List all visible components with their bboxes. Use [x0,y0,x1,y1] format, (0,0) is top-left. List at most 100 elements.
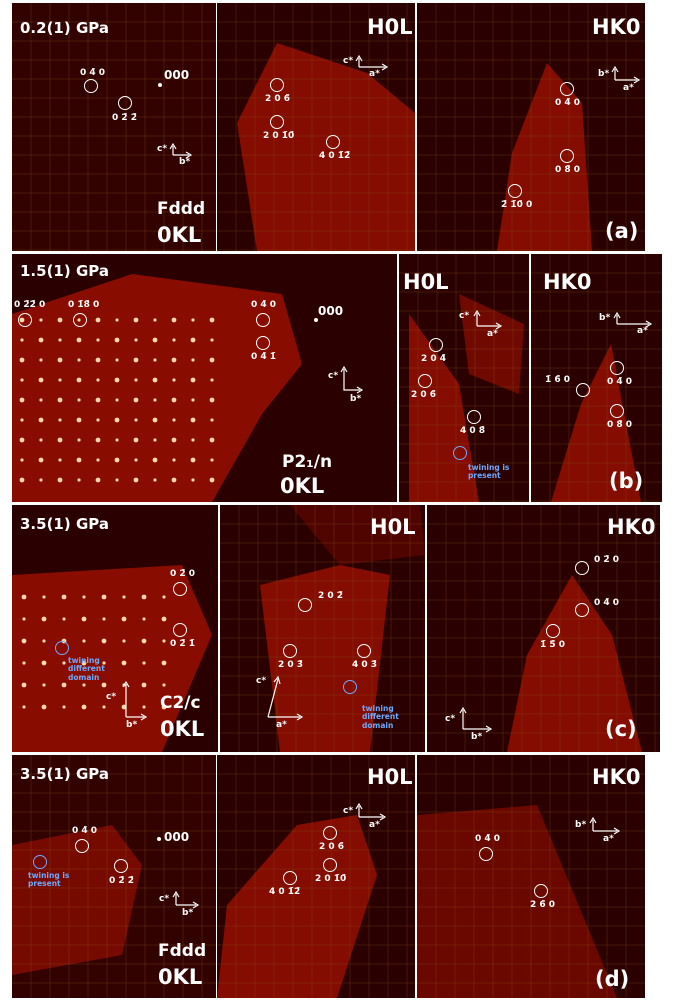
diffraction-image [220,505,425,752]
origin-label: 000 [318,304,344,318]
diffraction-spot [39,398,43,402]
diffraction-spot [38,377,44,383]
twinning-note: twining different domain [68,656,105,682]
reflection-ring [173,623,187,637]
diffraction-image [12,755,216,998]
diffraction-spot [153,398,157,402]
diffraction-spot [22,661,26,665]
diffraction-image [417,3,645,251]
diffraction-spot [21,638,27,644]
axis-label-vertical: b* [599,313,611,323]
diffraction-spot [209,437,215,443]
origin-spot [157,837,161,841]
reflection-ring [560,82,574,96]
reflection-label: 4 0 3̄ [352,660,378,670]
diffraction-spot [95,317,101,323]
diffraction-spot [133,437,139,443]
reflection-ring [323,858,337,872]
diffraction-spot [115,398,119,402]
panel-b-0kl: 1.5(1) GPa 0 2̄2̄ 0 0 1̄8̄ 0 0 4̄ 0 0 4̄… [12,254,397,502]
pressure-label: 0.2(1) GPa [20,19,109,37]
twin-reflection-ring [55,641,69,655]
twin-reflection-ring [453,446,467,460]
axis-label-vertical: c* [445,714,456,724]
reflection-label: 2 0 6̄ [411,390,437,400]
reciprocal-axes: c* b* [157,142,195,171]
diffraction-spot [61,682,67,688]
diffraction-spot [153,318,157,322]
pressure-label: 1.5(1) GPa [20,262,109,280]
axis-label-vertical: c* [459,311,470,321]
pressure-label: 3.5(1) GPa [20,515,109,533]
diffraction-spot [152,377,158,383]
axis-label-vertical: c* [343,56,354,66]
diffraction-spot [115,358,119,362]
diffraction-spot [209,317,215,323]
reflection-label: 0 4̄ 0 [607,377,633,387]
diffraction-spot [133,397,139,403]
diffraction-image [12,3,216,251]
reflection-label: 2 0 6̄ [319,842,345,852]
diffraction-spot [191,318,195,322]
reflection-ring [575,603,589,617]
diffraction-spot [38,457,44,463]
diffraction-spot [210,338,214,342]
axis-arrows [169,142,193,159]
reflection-label: 0 4̄ 0 [475,834,501,844]
reflection-ring [610,361,624,375]
reflection-label: 0 4̄ 1̄ [251,352,277,362]
panel-a-0kl: 0.2(1) GPa 000 0 4̄ 0 0 2̄ 2̄ Fddd 0KL c… [12,3,216,251]
reflection-label: 2 0 4̄ [421,354,447,364]
reciprocal-axes: b* a* [599,311,655,340]
reflection-ring [173,582,187,596]
diffraction-spot [20,418,24,422]
diffraction-spot [141,638,147,644]
reflection-label: 1̄ 6̄ 0 [545,375,571,385]
diffraction-spot [171,437,177,443]
diffraction-spot [210,458,214,462]
diffraction-spot [121,616,127,622]
reflection-label: 0 8̄ 0 [607,420,633,430]
panel-b-hk0: HK0 1̄ 6̄ 0 0 4̄ 0 0 8̄ 0 (b) b* a* [531,254,662,502]
diffraction-spot [81,616,87,622]
diffraction-spot [142,617,146,621]
reflection-ring [508,184,522,198]
reflection-label: 2̄ 1̄0̄ 0 [501,200,533,210]
reflection-label: 0 2̄ 1̄ [170,639,196,649]
diffraction-spot [161,616,167,622]
axis-arrows [267,675,304,721]
diffraction-image [217,755,415,998]
diffraction-spot [57,397,63,403]
twinning-note: twining is present [28,871,70,889]
diffraction-spot [172,378,176,382]
diffraction-spot [77,438,81,442]
reflection-label: 0 4̄ 0 [72,826,98,836]
diffraction-image [12,254,397,502]
diffraction-spot [39,438,43,442]
diffraction-spot [153,478,157,482]
reflection-ring [418,374,432,388]
reflection-ring [73,313,87,327]
reflection-ring [84,79,98,93]
panel-b-h0l: H0L 2 0 4̄ 2 0 6̄ 4 0 8̄ twining is pres… [399,254,529,502]
reflection-label: 0 2̄ 2̄ [112,113,138,123]
plane-label: HK0 [592,15,641,39]
diffraction-spot [142,661,146,665]
diffraction-spot [41,704,47,710]
diffraction-spot [102,661,106,665]
diffraction-spot [76,457,82,463]
reflection-label: 2 0 1̄0̄ [315,874,347,884]
diffraction-spot [141,594,147,600]
reflection-ring [546,624,560,638]
space-group-label: Fddd [158,941,207,961]
diffraction-spot [19,357,25,363]
diffraction-spot [77,358,81,362]
diffraction-spot [191,398,195,402]
twinning-note: twining different domain [362,704,399,730]
panel-label: (b) [609,469,644,493]
axis-label-horizontal: b* [126,720,138,730]
origin-label: 000 [164,830,190,844]
reflection-label: 2 0 1̄0̄ [263,131,295,141]
diffraction-spot [19,397,25,403]
reflection-label: 0 2̄2̄ 0 [14,300,46,310]
